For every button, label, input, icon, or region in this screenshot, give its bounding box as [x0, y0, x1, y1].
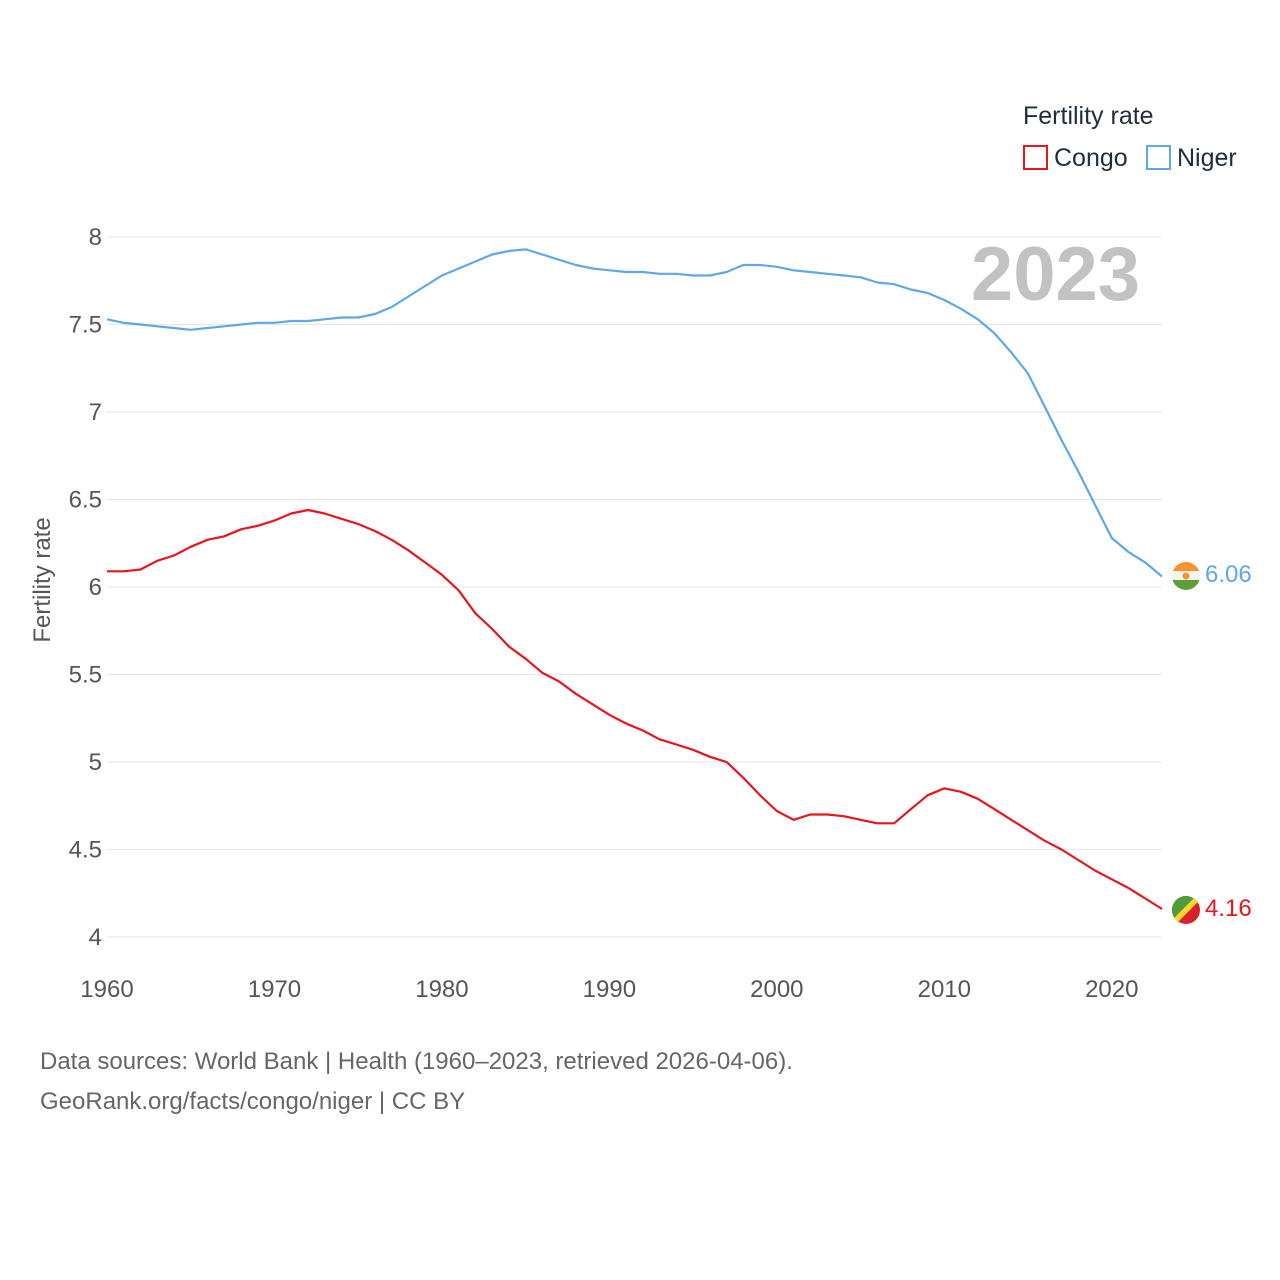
legend-label-niger: Niger [1177, 144, 1237, 172]
legend-label-congo: Congo [1054, 144, 1128, 172]
x-tick-label: 1990 [583, 976, 636, 1003]
year-display: 2023 [971, 232, 1140, 317]
legend-swatch-niger [1146, 145, 1171, 170]
legend-item-niger[interactable]: Niger [1146, 144, 1237, 172]
y-tick-label: 5 [89, 749, 102, 776]
congo-end-value: 4.16 [1205, 895, 1252, 922]
y-tick-label: 5.5 [69, 662, 102, 689]
footer: Data sources: World Bank | Health (1960–… [40, 1042, 793, 1122]
series-line-niger[interactable] [106, 248, 1163, 578]
series-line-congo[interactable] [107, 508, 1163, 910]
y-tick-label: 6 [89, 574, 102, 601]
series-lines [106, 248, 1163, 910]
y-tick-label: 4 [89, 924, 102, 951]
y-tick-label: 7.5 [69, 312, 102, 339]
niger-flag-icon [1172, 562, 1200, 590]
congo-flag-icon [1172, 896, 1200, 924]
y-tick-label: 8 [89, 224, 102, 251]
y-axis-title: Fertility rate [29, 517, 56, 642]
legend-swatch-congo [1023, 145, 1048, 170]
legend: Fertility rate Congo Niger [1023, 102, 1237, 172]
y-axis-ticks: 4 4.5 5 5.5 6 6.5 7 7.5 8 [69, 224, 102, 951]
niger-end-value: 6.06 [1205, 561, 1252, 588]
x-tick-label: 2010 [918, 976, 971, 1003]
legend-title: Fertility rate [1023, 102, 1154, 130]
x-tick-label: 2000 [750, 976, 803, 1003]
data-source-text: Data sources: World Bank | Health (1960–… [40, 1048, 793, 1075]
x-axis-ticks: 1960 1970 1980 1990 2000 2010 2020 [80, 976, 1138, 1003]
x-tick-label: 2020 [1085, 976, 1138, 1003]
y-tick-label: 6.5 [69, 487, 102, 514]
y-tick-label: 4.5 [69, 837, 102, 864]
x-tick-label: 1970 [248, 976, 301, 1003]
gridlines [107, 236, 1162, 938]
source-link[interactable]: GeoRank.org/facts/congo/niger | CC BY [40, 1088, 466, 1115]
y-tick-label: 7 [89, 399, 102, 426]
x-tick-label: 1980 [415, 976, 468, 1003]
line-chart: 4 4.5 5 5.5 6 6.5 7 7.5 8 1960 1970 1980 1990 2000 20… [29, 102, 1252, 1003]
x-tick-label: 1960 [80, 976, 133, 1003]
legend-item-congo[interactable]: Congo [1023, 144, 1128, 172]
